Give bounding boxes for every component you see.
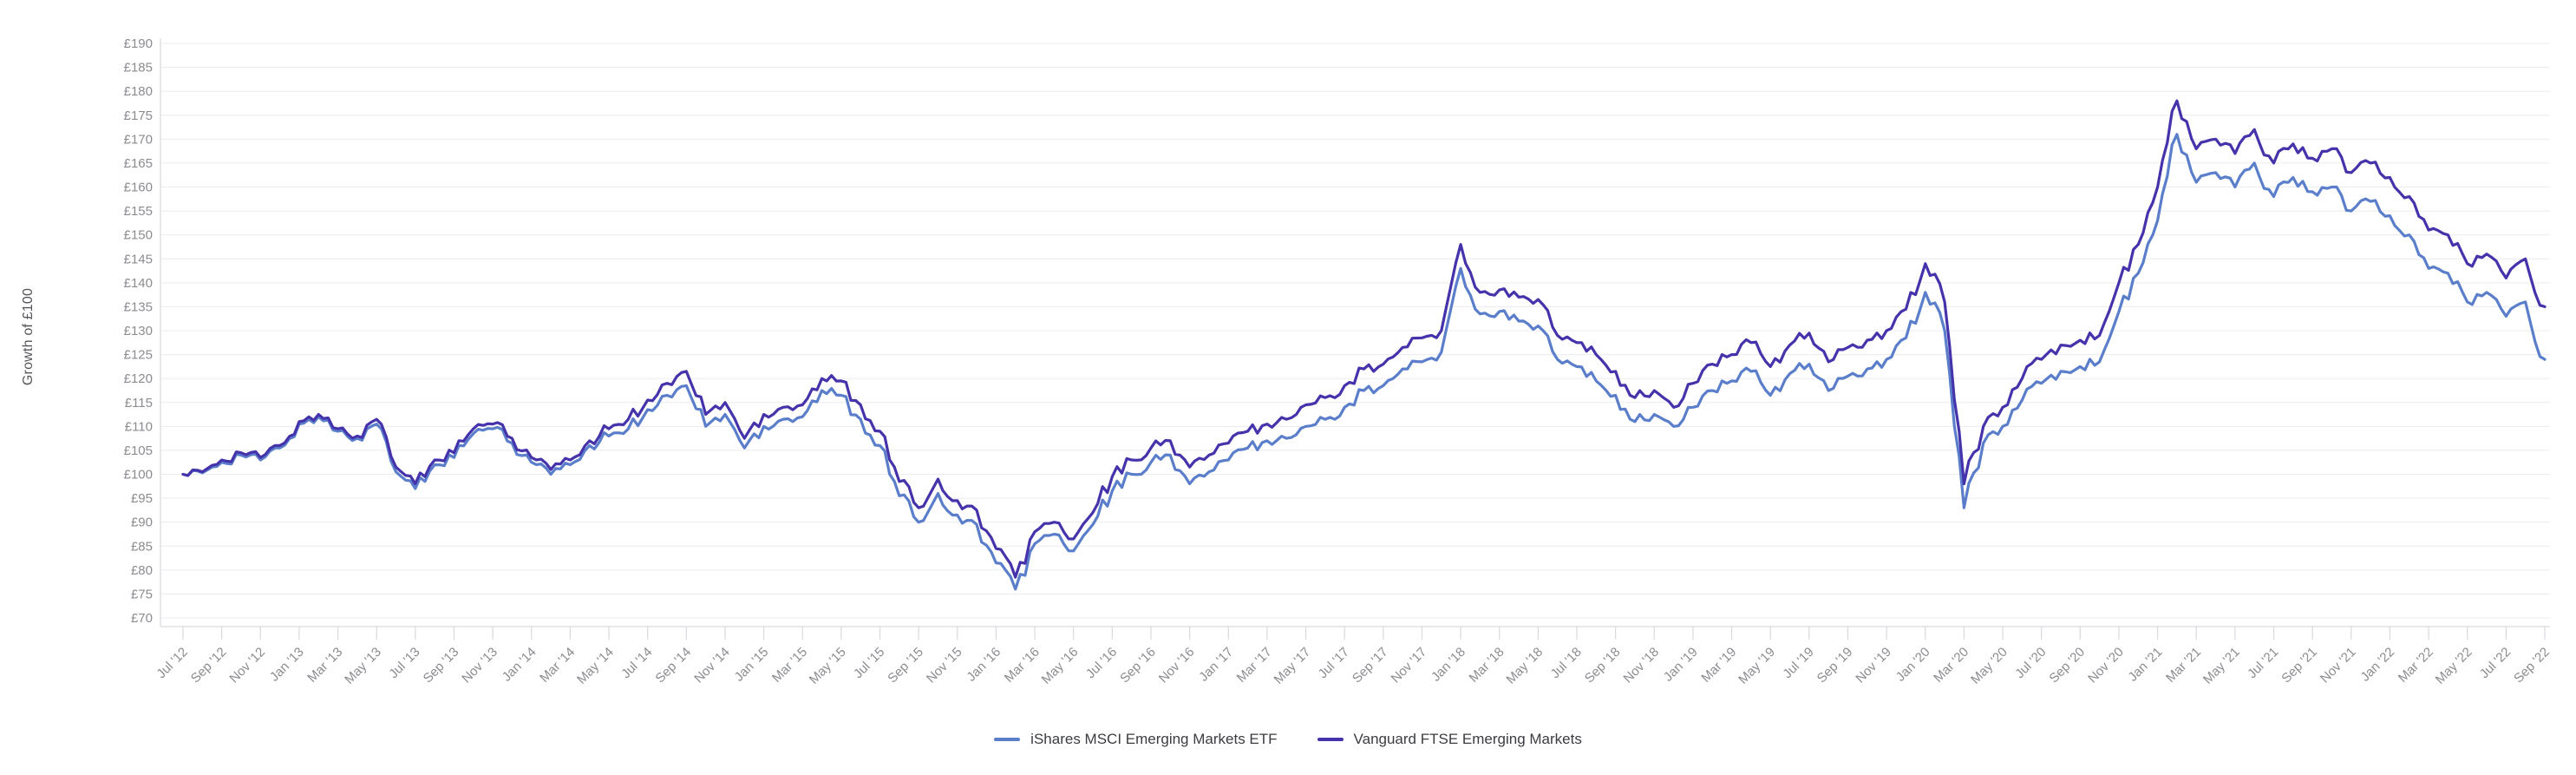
- y-tick-label: £110: [125, 419, 153, 434]
- x-tick-label: May '21: [2200, 645, 2243, 687]
- x-tick-label: Jul '12: [154, 645, 190, 681]
- y-tick-label: £75: [131, 587, 153, 601]
- vanguard-line-swatch: [1317, 738, 1344, 741]
- x-tick-label: Nov '19: [1853, 645, 1894, 686]
- x-tick-label: Jan '21: [2126, 645, 2166, 685]
- x-tick-label: Jul '20: [2012, 645, 2049, 681]
- x-tick-label: Jul '21: [2245, 645, 2281, 681]
- x-tick-label: Jul '13: [386, 645, 422, 681]
- y-tick-label: £190: [124, 36, 153, 51]
- x-tick-label: Jan '15: [732, 645, 772, 685]
- x-tick-label: Jul '19: [1780, 645, 1816, 681]
- x-tick-label: Jan '22: [2357, 645, 2397, 685]
- y-tick-label: £90: [131, 516, 153, 530]
- legend: iShares MSCI Emerging Markets ETF Vangua…: [0, 731, 2576, 748]
- x-tick-label: May '17: [1272, 645, 1314, 687]
- x-tick-label: Jan '13: [267, 645, 307, 685]
- x-tick-label: Nov '16: [1156, 645, 1198, 686]
- x-tick-label: Mar '17: [1234, 645, 1275, 686]
- x-tick-label: May '16: [1039, 645, 1082, 687]
- x-tick-label: Mar '21: [2163, 645, 2204, 686]
- x-tick-label: Nov '18: [1620, 645, 1662, 686]
- x-tick-label: Nov '15: [924, 645, 965, 686]
- ishares-line-swatch: [994, 738, 1021, 741]
- y-tick-label: £175: [124, 108, 153, 123]
- y-tick-label: £115: [125, 396, 153, 410]
- y-tick-label: £85: [131, 539, 153, 554]
- y-tick-label: £185: [124, 61, 153, 76]
- series-line-vanguard: [181, 99, 2547, 579]
- x-tick-label: May '13: [342, 645, 384, 687]
- x-tick-label: Jan '20: [1893, 645, 1933, 685]
- y-tick-label: £130: [124, 324, 153, 338]
- x-tick-label: Jul '22: [2477, 645, 2514, 681]
- x-tick-label: Mar '20: [1931, 645, 1971, 686]
- x-tick-label: Sep '16: [1117, 645, 1159, 686]
- series-line-ishares: [181, 133, 2547, 591]
- legend-label-ishares: iShares MSCI Emerging Markets ETF: [1030, 731, 1278, 747]
- x-tick-label: Mar '13: [304, 645, 345, 686]
- x-tick-label: Mar '15: [769, 645, 810, 686]
- x-tick-label: May '20: [1968, 645, 2010, 687]
- x-tick-label: Sep '20: [2046, 645, 2088, 686]
- x-tick-label: Sep '18: [1582, 645, 1624, 686]
- x-tick-label: Sep '12: [188, 645, 230, 686]
- x-tick-label: Nov '17: [1389, 645, 1430, 686]
- x-tick-label: May '22: [2433, 645, 2475, 687]
- x-tick-label: Nov '12: [226, 645, 268, 686]
- y-tick-label: £155: [124, 204, 153, 219]
- x-tick-label: Mar '16: [1002, 645, 1043, 686]
- x-tick-label: May '19: [1736, 645, 1778, 687]
- x-tick-label: Jan '14: [500, 645, 539, 685]
- x-tick-label: May '15: [807, 645, 849, 687]
- x-tick-label: Sep '22: [2511, 645, 2553, 686]
- x-tick-label: Jan '19: [1661, 645, 1701, 685]
- y-tick-label: £120: [124, 371, 153, 386]
- x-tick-label: Jul '14: [618, 645, 655, 681]
- x-tick-label: Mar '22: [2396, 645, 2436, 686]
- x-tick-label: May '14: [574, 645, 617, 687]
- x-tick-label: Mar '19: [1698, 645, 1739, 686]
- y-tick-label: £165: [124, 156, 153, 171]
- legend-item-vanguard[interactable]: Vanguard FTSE Emerging Markets: [1317, 731, 1582, 748]
- y-tick-label: £70: [131, 611, 153, 626]
- y-tick-label: £105: [124, 443, 153, 458]
- y-tick-label: £160: [124, 181, 153, 195]
- x-tick-label: Nov '14: [691, 645, 733, 686]
- x-tick-label: Nov '20: [2085, 645, 2127, 686]
- x-tick-label: Jul '16: [1083, 645, 1120, 681]
- y-tick-label: £95: [131, 491, 153, 506]
- x-tick-label: Nov '13: [459, 645, 500, 686]
- x-tick-label: Sep '19: [1814, 645, 1856, 686]
- x-tick-label: Jan '18: [1429, 645, 1468, 685]
- y-tick-label: £100: [124, 468, 153, 483]
- legend-item-ishares[interactable]: iShares MSCI Emerging Markets ETF: [994, 731, 1278, 748]
- y-axis-title: Growth of £100: [21, 287, 36, 386]
- x-tick-label: Jul '15: [851, 645, 887, 681]
- x-tick-label: Jan '17: [1196, 645, 1236, 685]
- x-tick-label: Sep '14: [652, 645, 694, 686]
- x-tick-label: Jul '17: [1316, 645, 1352, 681]
- x-tick-label: Mar '18: [1466, 645, 1507, 686]
- x-tick-label: Sep '13: [421, 645, 462, 686]
- y-tick-label: £135: [124, 299, 153, 314]
- y-tick-label: £140: [124, 276, 153, 291]
- y-tick-label: £170: [124, 132, 153, 147]
- x-tick-label: Sep '15: [885, 645, 926, 686]
- legend-label-vanguard: Vanguard FTSE Emerging Markets: [1353, 731, 1582, 747]
- x-tick-label: Jul '18: [1547, 645, 1584, 681]
- x-tick-label: Jan '16: [964, 645, 1004, 685]
- x-tick-label: Mar '14: [537, 645, 578, 686]
- x-tick-label: Nov '21: [2318, 645, 2359, 686]
- y-tick-label: £80: [131, 563, 153, 578]
- x-tick-label: Sep '17: [1350, 645, 1391, 686]
- y-tick-label: £125: [124, 348, 153, 363]
- y-tick-label: £180: [124, 84, 153, 99]
- y-tick-label: £145: [124, 252, 153, 266]
- x-tick-label: May '18: [1503, 645, 1546, 687]
- x-tick-label: Sep '21: [2279, 645, 2320, 686]
- growth-chart: £70 £75 £80 £85 £90 £95 £100 £105 £110 £115 £120 £1…: [124, 36, 2553, 687]
- y-tick-label: £150: [124, 228, 153, 243]
